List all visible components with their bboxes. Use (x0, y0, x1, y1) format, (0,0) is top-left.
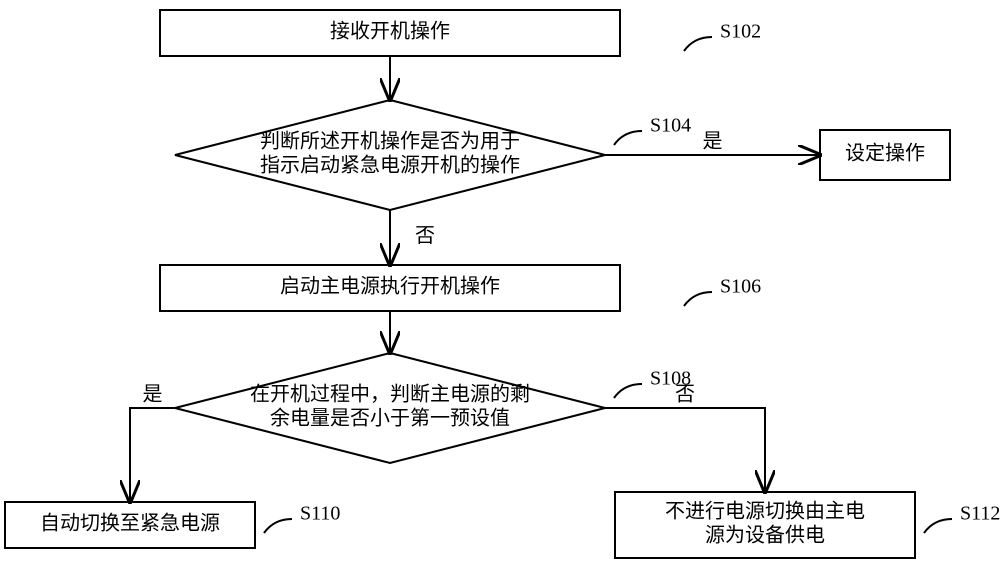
node-text: 不进行电源切换由主电 (665, 500, 865, 523)
node-n110: 自动切换至紧急电源 S110 (5, 502, 340, 548)
node-text: 设定操作 (845, 142, 925, 165)
edge-label: 否 (415, 225, 435, 247)
edge (130, 408, 175, 502)
edge (605, 408, 765, 492)
node-text: 在开机过程中，判断主电源的剩 (250, 383, 530, 406)
node-text: 指示启动紧急电源开机的操作 (260, 154, 520, 177)
edge-label: 否 (675, 384, 695, 406)
ref-label: S104 (650, 115, 691, 137)
node-text: 余电量是否小于第一预设值 (270, 407, 510, 430)
node-text: 判断所述开机操作是否为用于 (260, 130, 520, 153)
ref-label: S106 (720, 276, 761, 298)
ref-label: S110 (300, 503, 340, 525)
edge-label: 是 (703, 131, 723, 153)
node-n102: 接收开机操作 S102 (160, 10, 761, 56)
ref-label: S112 (960, 503, 1000, 525)
ref-label: S102 (720, 21, 761, 43)
node-n112: 不进行电源切换由主电源为设备供电 S112 (615, 492, 1000, 558)
flowchart-canvas: 接收开机操作 S102 判断所述开机操作是否为用于指示启动紧急电源开机的操作 S104… (0, 0, 1000, 574)
node-text: 自动切换至紧急电源 (40, 512, 220, 535)
node-text: 源为设备供电 (705, 524, 825, 547)
node-text: 接收开机操作 (330, 20, 450, 43)
node-text: 启动主电源执行开机操作 (280, 275, 500, 298)
node-nSet: 设定操作 (820, 130, 950, 180)
node-n106: 启动主电源执行开机操作 S106 (160, 265, 761, 311)
edge-label: 是 (143, 384, 163, 406)
